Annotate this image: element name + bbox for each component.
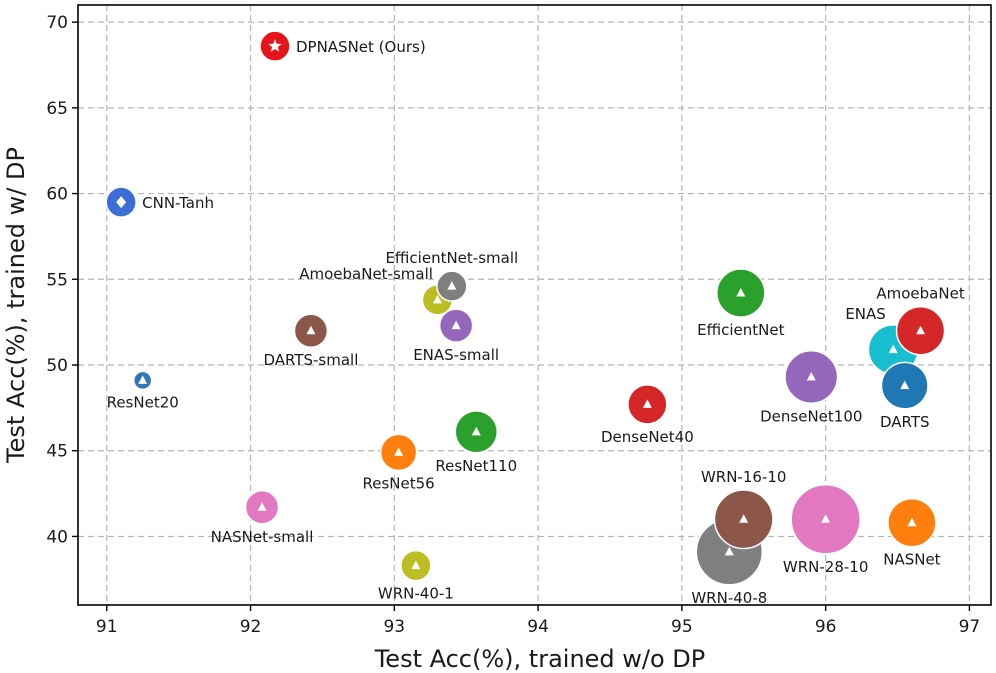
triangle-icon [642,399,652,408]
point-label-resnet110: ResNet110 [435,457,517,475]
grid-lines [78,5,991,605]
point-label-dpnasnet-ours: DPNASNet (Ours) [296,38,426,56]
y-tick-label: 60 [46,185,68,205]
triangle-icon [724,546,734,556]
point-label-efficientnet: EfficientNet [697,321,784,339]
point-label-wrn-28-10: WRN-28-10 [783,558,868,576]
point-label-enas-small: ENAS-small [413,346,499,364]
point-label-wrn-40-1: WRN-40-1 [378,585,454,603]
axis-ticks: 91 92 93 94 95 96 97 40 45 50 55 60 65 70 [46,13,980,637]
y-tick-label: 65 [46,99,68,119]
point-label-resnet20: ResNet20 [107,393,179,411]
triangle-icon [138,375,148,384]
point-label-resnet56: ResNet56 [363,474,435,492]
triangle-icon [907,517,917,527]
point-label-densenet40: DenseNet40 [601,428,694,446]
triangle-icon [736,288,746,297]
data-markers [105,30,946,586]
point-label-nasnet: NASNet [883,551,940,569]
triangle-icon [900,380,910,390]
point-label-amoebanet: AmoebaNet [876,285,964,303]
point-label-nasnet-small: NASNet-small [211,528,314,546]
y-tick-label: 55 [46,270,68,290]
triangle-icon [411,560,421,570]
diamond-icon [116,196,127,209]
triangle-icon [451,320,461,330]
point-label-cnn-tanh: CNN-Tanh [142,194,214,212]
triangle-icon [447,281,457,290]
point-label-darts: DARTS [880,413,930,431]
x-tick-label: 92 [240,617,262,637]
y-tick-label: 40 [46,527,68,547]
star-icon [268,39,282,52]
data-labels: WRN-28-10 WRN-40-8 WRN-16-10 DenseNet100 ENA… [107,38,965,607]
triangle-icon [806,372,816,381]
triangle-icon [394,447,404,456]
point-label-wrn-40-8: WRN-40-8 [691,589,767,607]
y-tick-label: 50 [46,356,68,376]
triangle-icon [432,294,442,304]
x-tick-label: 94 [527,617,549,637]
point-label-darts-small: DARTS-small [263,351,358,369]
x-tick-label: 95 [671,617,693,637]
triangle-icon [916,325,926,335]
x-tick-label: 93 [383,617,405,637]
point-label-densenet100: DenseNet100 [760,407,862,425]
plot-frame [77,4,992,606]
triangle-icon [471,426,481,436]
triangle-icon [306,325,316,335]
y-axis-title: Test Acc(%), trained w/ DP [2,147,30,464]
point-label-efficientnet-small: EfficientNet-small [385,249,518,267]
y-tick-label: 45 [46,442,68,462]
point-label-wrn-16-10: WRN-16-10 [701,468,786,486]
point-label-enas: ENAS [845,305,885,323]
x-tick-label: 91 [96,617,118,637]
x-tick-label: 97 [959,617,981,637]
triangle-icon [888,344,898,354]
triangle-icon [739,514,749,523]
triangle-icon [257,502,267,511]
point-label-amoebanet-small: AmoebaNet-small [299,265,433,283]
x-tick-label: 96 [815,617,837,637]
x-axis-title: Test Acc(%), trained w/o DP [374,645,706,673]
triangle-icon [821,514,831,523]
y-tick-label: 70 [46,13,68,33]
